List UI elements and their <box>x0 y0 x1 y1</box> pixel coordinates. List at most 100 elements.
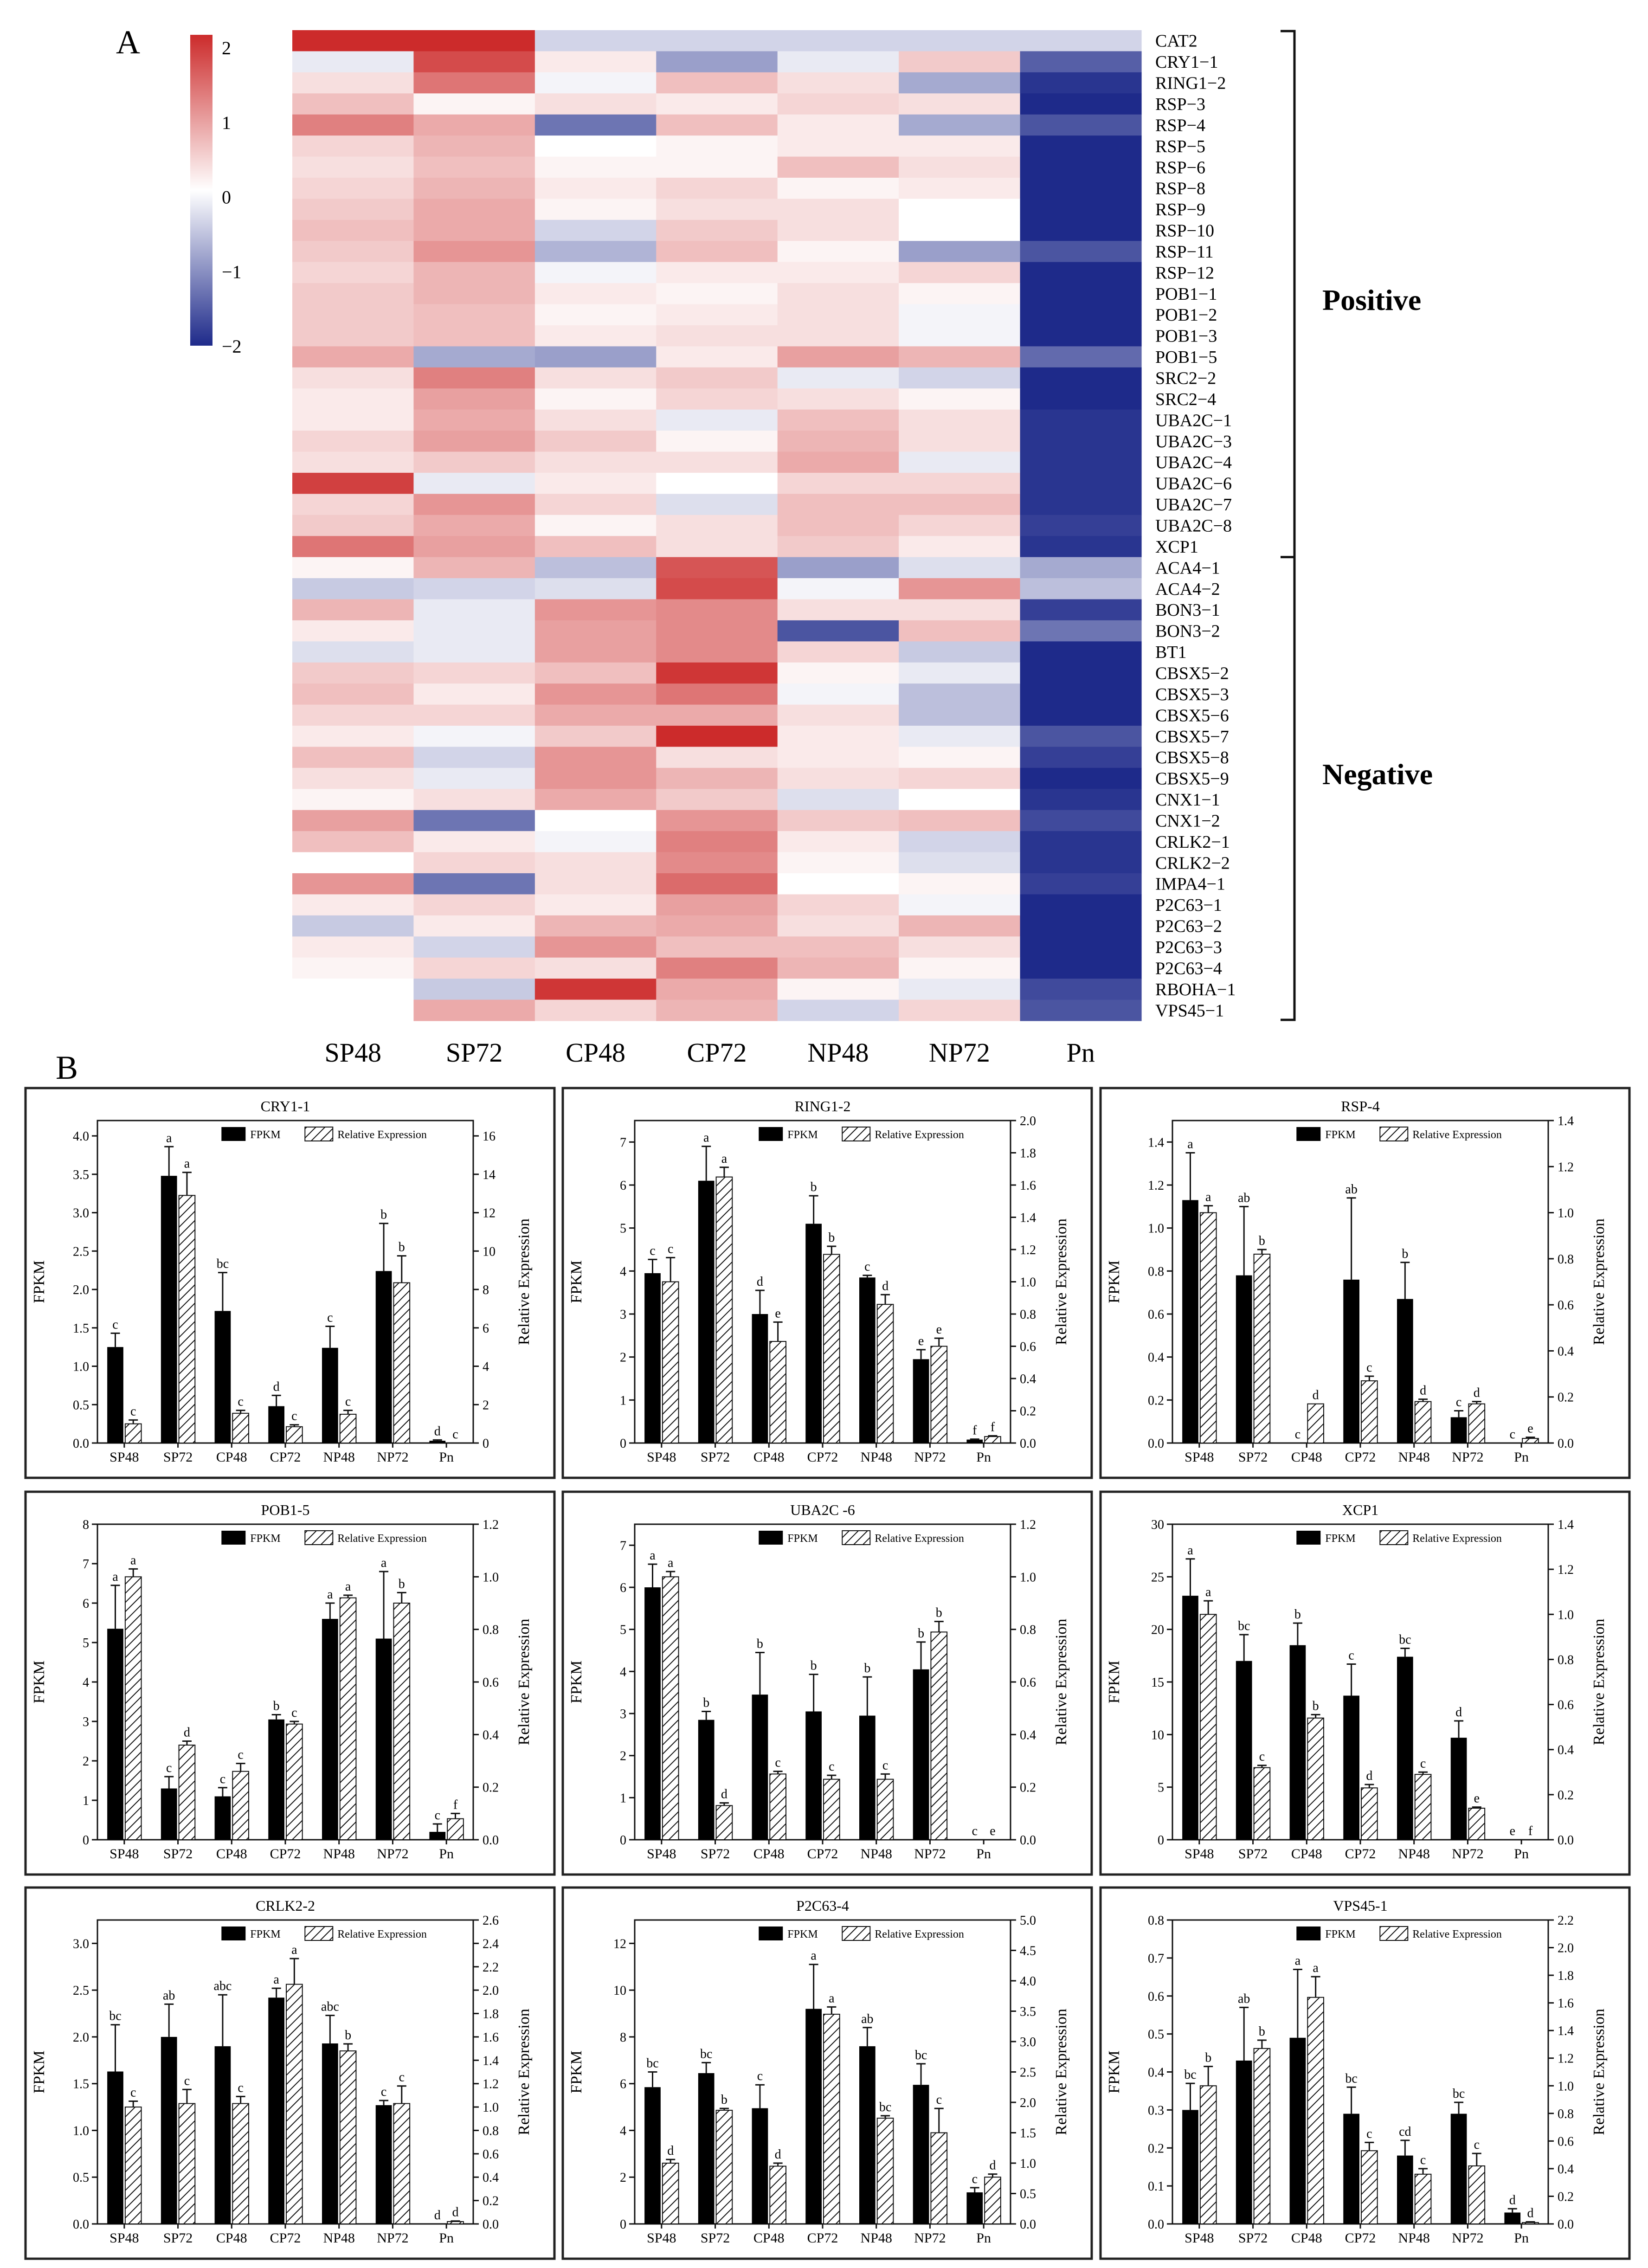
relative-expression-bar <box>715 1805 733 1840</box>
chart-frame <box>561 1490 1093 1876</box>
significance-letter: d <box>1420 1384 1426 1398</box>
significance-letter: c <box>829 1759 834 1774</box>
legend-swatch-fpkm <box>221 1927 246 1940</box>
y-tick-label: 4.0 <box>73 1129 89 1144</box>
heatmap-cell <box>534 789 657 811</box>
heatmap-cell <box>777 325 899 347</box>
heatmap-row-label: BON3−2 <box>1155 622 1220 641</box>
heatmap-cell <box>656 915 778 937</box>
heatmap-cell <box>534 999 657 1021</box>
y2-tick-label: 10 <box>483 1244 496 1259</box>
fpkm-bar <box>107 1629 123 1840</box>
legend-swatch-fpkm <box>759 1927 783 1940</box>
heatmap-cell <box>899 325 1021 347</box>
y2-tick-label: 2.0 <box>483 1984 499 1998</box>
fpkm-bar <box>107 1347 123 1443</box>
heatmap-cell <box>777 135 899 157</box>
heatmap-cell <box>1020 873 1142 895</box>
heatmap-cell <box>1020 704 1142 726</box>
heatmap-cell <box>413 915 535 937</box>
relative-expression-bar <box>984 2177 1001 2224</box>
legend-label: Relative Expression <box>875 1533 964 1545</box>
y2-tick-label: 1.6 <box>1020 1179 1036 1193</box>
significance-letter: a <box>650 1548 656 1563</box>
significance-letter: d <box>273 1379 280 1394</box>
relative-expression-bar <box>1199 1614 1217 1840</box>
heatmap-cell <box>1020 51 1142 73</box>
significance-letter: e <box>1527 1422 1533 1436</box>
heatmap-cell <box>1020 726 1142 747</box>
heatmap-cell <box>656 388 778 410</box>
legend-swatch-fpkm <box>759 1531 783 1545</box>
heatmap-cell <box>899 283 1021 305</box>
significance-letter: bc <box>915 2048 927 2062</box>
heatmap-cell <box>534 472 657 494</box>
y2-tick-label: 0.0 <box>1558 1833 1574 1848</box>
y2-tick-label: 1.0 <box>1020 1276 1036 1290</box>
y2-tick-label: 0.5 <box>1020 2187 1036 2202</box>
heatmap-cell <box>413 936 535 958</box>
heatmap-cell <box>899 979 1021 1000</box>
y2-axis-label: Relative Expression <box>515 2009 533 2135</box>
heatmap-cell <box>292 93 414 115</box>
relative-expression-bar <box>984 1436 1001 1444</box>
y-tick-label: 2 <box>620 2171 626 2185</box>
fpkm-bar <box>1236 1275 1252 1443</box>
heatmap-cell <box>656 536 778 558</box>
x-tick-label: Pn <box>976 2230 991 2246</box>
fpkm-bar <box>268 1997 284 2224</box>
relative-expression-bar <box>232 1412 249 1443</box>
significance-letter: b <box>1294 1607 1301 1622</box>
y2-axis-label: Relative Expression <box>515 1619 533 1746</box>
legend-swatch-relative <box>304 1926 334 1941</box>
y2-tick-label: 0.2 <box>483 2194 499 2209</box>
fpkm-bar <box>1182 2110 1198 2224</box>
y2-tick-label: 2.5 <box>1020 2066 1036 2080</box>
heatmap-cell <box>777 704 899 726</box>
relative-expression-bar <box>1468 1403 1486 1444</box>
heatmap-cell <box>899 262 1021 284</box>
heatmap-cell <box>777 852 899 874</box>
heatmap-cell <box>899 704 1021 726</box>
heatmap-cell <box>899 304 1021 326</box>
relative-expression-bar <box>930 1631 948 1840</box>
heatmap-cell <box>413 51 535 73</box>
significance-letter: f <box>972 1424 977 1438</box>
heatmap-cell <box>534 51 657 73</box>
heatmap-cell <box>534 431 657 452</box>
heatmap-row-label: SRC2−4 <box>1155 390 1216 409</box>
heatmap-row-label: RSP−5 <box>1155 137 1205 156</box>
heatmap-cell <box>292 999 414 1021</box>
heatmap-cell <box>777 599 899 621</box>
heatmap-cell <box>413 599 535 621</box>
significance-letter: a <box>345 1579 351 1594</box>
relative-expression-bar <box>1307 1997 1324 2224</box>
x-tick-label: Pn <box>976 1846 991 1862</box>
heatmap-row-label: POB1−3 <box>1155 327 1217 346</box>
heatmap-cell <box>656 726 778 747</box>
fpkm-bar <box>214 2046 231 2224</box>
y-tick-label: 1 <box>83 1794 89 1808</box>
heatmap-cell <box>534 409 657 431</box>
legend-swatch-fpkm <box>1296 1127 1321 1141</box>
y-axis-label: FPKM <box>1106 1260 1123 1303</box>
heatmap-row-label: CRLK2−1 <box>1155 832 1230 852</box>
heatmap-cell <box>899 915 1021 937</box>
relative-expression-bar <box>1414 2173 1432 2225</box>
x-tick-label: CP72 <box>270 1846 301 1862</box>
legend-swatch-fpkm <box>759 1127 783 1141</box>
y-tick-label: 5 <box>620 1222 626 1236</box>
heatmap-cell <box>777 936 899 958</box>
heatmap-cell <box>777 388 899 410</box>
heatmap-cell <box>292 683 414 705</box>
legend-swatch-relative <box>304 1530 334 1545</box>
heatmap-cell <box>292 431 414 452</box>
heatmap-cell <box>413 135 535 157</box>
fpkm-bar <box>859 1715 876 1840</box>
heatmap-cell <box>899 999 1021 1021</box>
heatmap-cell <box>413 346 535 368</box>
y2-tick-label: 4 <box>483 1360 489 1374</box>
heatmap-cell <box>534 219 657 241</box>
y2-tick-label: 0.8 <box>1020 1308 1036 1322</box>
y2-tick-label: 0.4 <box>483 2171 499 2185</box>
